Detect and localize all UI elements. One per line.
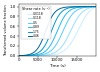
4.46 xyxy=(48,24,49,25)
Y-axis label: Transformed volume fraction: Transformed volume fraction xyxy=(4,4,8,56)
Line: 0.5: 0.5 xyxy=(19,7,96,56)
0.0118 xyxy=(85,15,87,16)
0.89 xyxy=(85,6,87,7)
0.89 xyxy=(48,48,49,49)
0.89 xyxy=(95,6,96,7)
0.0118 xyxy=(27,55,28,56)
0.89 xyxy=(31,55,33,56)
0.118 xyxy=(27,55,28,56)
4.46 xyxy=(95,6,96,7)
0.0118 xyxy=(51,54,52,55)
1.75 xyxy=(94,6,95,7)
4.46 xyxy=(18,55,19,56)
0.5 xyxy=(95,6,96,7)
0.118 xyxy=(94,6,95,7)
Line: 0.0118: 0.0118 xyxy=(19,7,96,56)
0.89 xyxy=(51,43,52,44)
Legend: 0.0118, 0.118, 0.5, 0.89, 1.75, 4.46: 0.0118, 0.118, 0.5, 0.89, 1.75, 4.46 xyxy=(21,6,51,39)
0.89 xyxy=(27,55,28,56)
0.5 xyxy=(85,7,87,8)
1.75 xyxy=(27,55,28,56)
0.118 xyxy=(18,55,19,56)
0.0118 xyxy=(95,6,96,7)
0.118 xyxy=(51,53,52,54)
4.46 xyxy=(85,6,87,7)
1.75 xyxy=(51,30,52,31)
X-axis label: Time (s): Time (s) xyxy=(49,64,66,68)
Line: 4.46: 4.46 xyxy=(19,7,96,56)
4.46 xyxy=(51,17,52,18)
Line: 0.118: 0.118 xyxy=(19,7,96,56)
4.46 xyxy=(31,53,33,54)
Line: 0.89: 0.89 xyxy=(19,7,96,56)
0.0118 xyxy=(94,7,95,8)
0.5 xyxy=(31,55,33,56)
0.5 xyxy=(48,52,49,53)
0.0118 xyxy=(31,55,33,56)
0.89 xyxy=(18,55,19,56)
1.75 xyxy=(95,6,96,7)
0.5 xyxy=(18,55,19,56)
1.75 xyxy=(18,55,19,56)
0.118 xyxy=(95,6,96,7)
0.5 xyxy=(94,6,95,7)
4.46 xyxy=(94,6,95,7)
0.0118 xyxy=(18,55,19,56)
0.118 xyxy=(85,9,87,10)
Line: 1.75: 1.75 xyxy=(19,7,96,56)
0.118 xyxy=(48,54,49,55)
0.0118 xyxy=(48,55,49,56)
1.75 xyxy=(85,6,87,7)
1.75 xyxy=(31,54,33,55)
0.5 xyxy=(51,50,52,51)
0.118 xyxy=(31,55,33,56)
0.89 xyxy=(94,6,95,7)
0.5 xyxy=(27,55,28,56)
